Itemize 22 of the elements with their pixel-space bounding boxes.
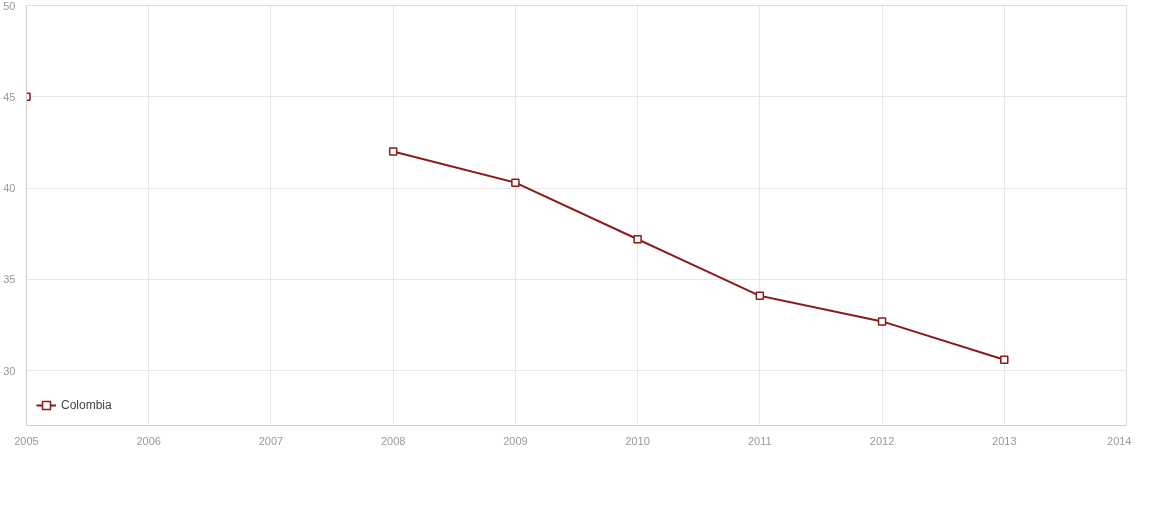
y-tick-label: 50 <box>3 0 16 12</box>
point <box>1000 355 1009 365</box>
point <box>633 234 642 244</box>
x-tick-label: 2013 <box>992 434 1017 447</box>
x-tick-label: 2005 <box>14 434 39 447</box>
x-tick-label: 2010 <box>625 434 650 447</box>
x-tick-label: 2012 <box>869 434 895 447</box>
point <box>877 317 887 326</box>
x-tick-label: 2007 <box>258 434 284 447</box>
x-tick-label: 2006 <box>136 434 161 447</box>
x-tick-label: 2008 <box>380 434 406 447</box>
point <box>755 291 765 301</box>
y-tick-label: 30 <box>3 364 16 377</box>
x-tick-label: 2011 <box>748 434 772 447</box>
point <box>511 178 520 187</box>
x-tick-label: 2009 <box>503 434 528 447</box>
y-tick-label: 35 <box>3 273 16 286</box>
x-tick-label: 2014 <box>1107 434 1132 447</box>
point <box>388 147 398 156</box>
y-tick-label: 45 <box>3 90 16 103</box>
y-tick-label: 40 <box>3 182 16 195</box>
legend-label: Colombia <box>61 398 112 412</box>
